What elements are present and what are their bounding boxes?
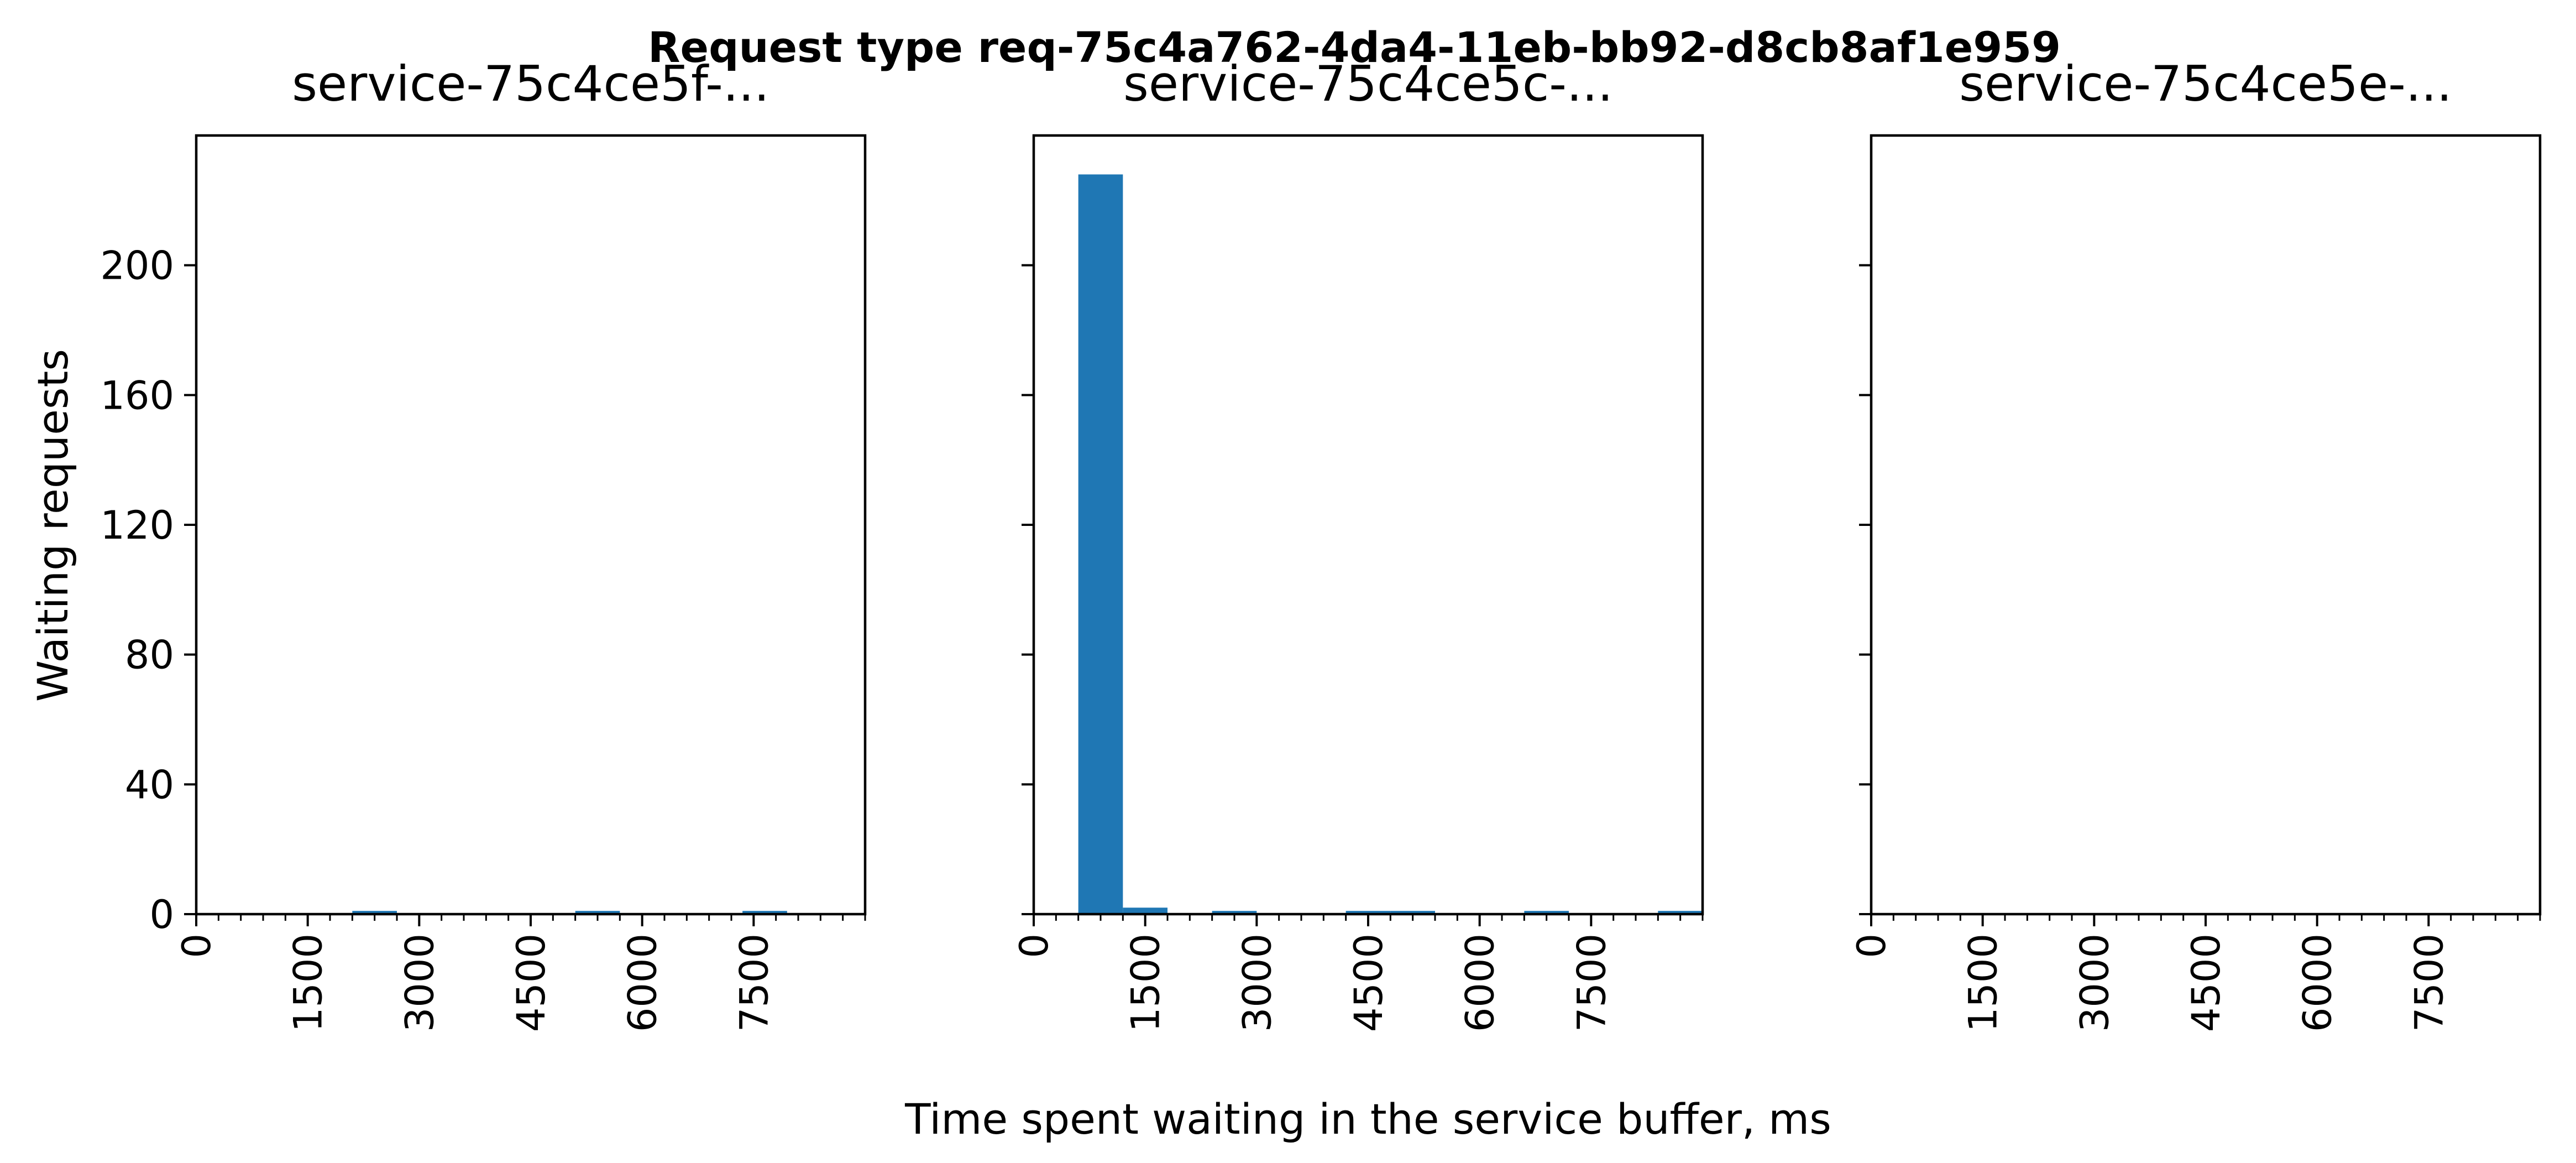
panel-2-bars — [1034, 135, 1703, 914]
histogram-bar — [575, 911, 620, 914]
y-tick-label: 200 — [100, 243, 174, 289]
y-axis-label: Waiting requests — [28, 349, 77, 702]
x-tick-label: 0 — [1849, 933, 1894, 958]
x-tick-label: 3000 — [397, 933, 442, 1032]
x-tick-label: 1500 — [286, 933, 331, 1032]
histogram-bar — [1212, 911, 1257, 914]
x-tick-label: 4500 — [1346, 933, 1391, 1032]
histogram-bar — [352, 911, 397, 914]
panel-2: service-75c4ce5c-... 0 1500 3000 4500 6000 75… — [1012, 55, 1704, 1032]
panel-1: service-75c4ce5f-... 0 1500 3000 4500 6000 75… — [100, 55, 867, 1032]
histogram-bar — [1390, 911, 1435, 914]
x-tick-label: 7500 — [731, 933, 777, 1032]
histogram-bar — [1524, 911, 1569, 914]
x-tick-label: 4500 — [509, 933, 554, 1032]
y-tick-label: 160 — [100, 373, 174, 418]
plot-background — [196, 135, 865, 914]
histogram-bar — [1078, 174, 1123, 914]
histogram-bar — [1123, 908, 1167, 914]
panel-3: service-75c4ce5e-... 0 1500 3000 4500 6000 75… — [1849, 55, 2542, 1032]
x-tick-label: 7500 — [1569, 933, 1614, 1032]
panel-1-title: service-75c4ce5f-... — [292, 55, 769, 112]
y-tick-label: 0 — [149, 892, 174, 937]
histogram-bar — [742, 911, 787, 914]
panel-2-title: service-75c4ce5c-... — [1123, 55, 1613, 112]
suptitle: Request type req-75c4a762-4da4-11eb-bb92… — [648, 23, 2061, 72]
panel-1-axes: 0 1500 3000 4500 6000 7500 0 40 80 120 160 200 — [100, 134, 867, 1032]
x-tick-label: 0 — [1012, 933, 1057, 958]
histogram-bar — [1345, 911, 1391, 914]
plot-background — [1871, 135, 2540, 914]
x-tick-label: 3000 — [1234, 933, 1280, 1032]
x-tick-label: 4500 — [2184, 933, 2229, 1032]
histogram-bar — [1658, 911, 1703, 914]
x-tick-label: 1500 — [1961, 933, 2006, 1032]
panel-2-axes: 0 1500 3000 4500 6000 7500 — [1012, 134, 1704, 1032]
x-tick-label: 3000 — [2072, 933, 2117, 1032]
y-tick-label: 80 — [125, 633, 174, 678]
x-tick-label: 6000 — [2295, 933, 2341, 1032]
x-tick-label: 0 — [174, 933, 219, 958]
x-tick-label: 6000 — [620, 933, 666, 1032]
x-axis-label: Time spent waiting in the service buffer… — [904, 1094, 1831, 1144]
panel-3-axes: 0 1500 3000 4500 6000 7500 — [1849, 134, 2542, 1032]
x-tick-label: 6000 — [1458, 933, 1503, 1032]
plot-background — [1034, 135, 1703, 914]
panel-3-title: service-75c4ce5e-... — [1959, 55, 2452, 112]
x-tick-label: 7500 — [2406, 933, 2452, 1032]
y-tick-label: 40 — [125, 762, 174, 807]
panel-1-bars — [196, 135, 865, 914]
panel-3-bars — [1871, 135, 2540, 914]
x-tick-label: 1500 — [1123, 933, 1169, 1032]
y-tick-label: 120 — [100, 503, 174, 548]
